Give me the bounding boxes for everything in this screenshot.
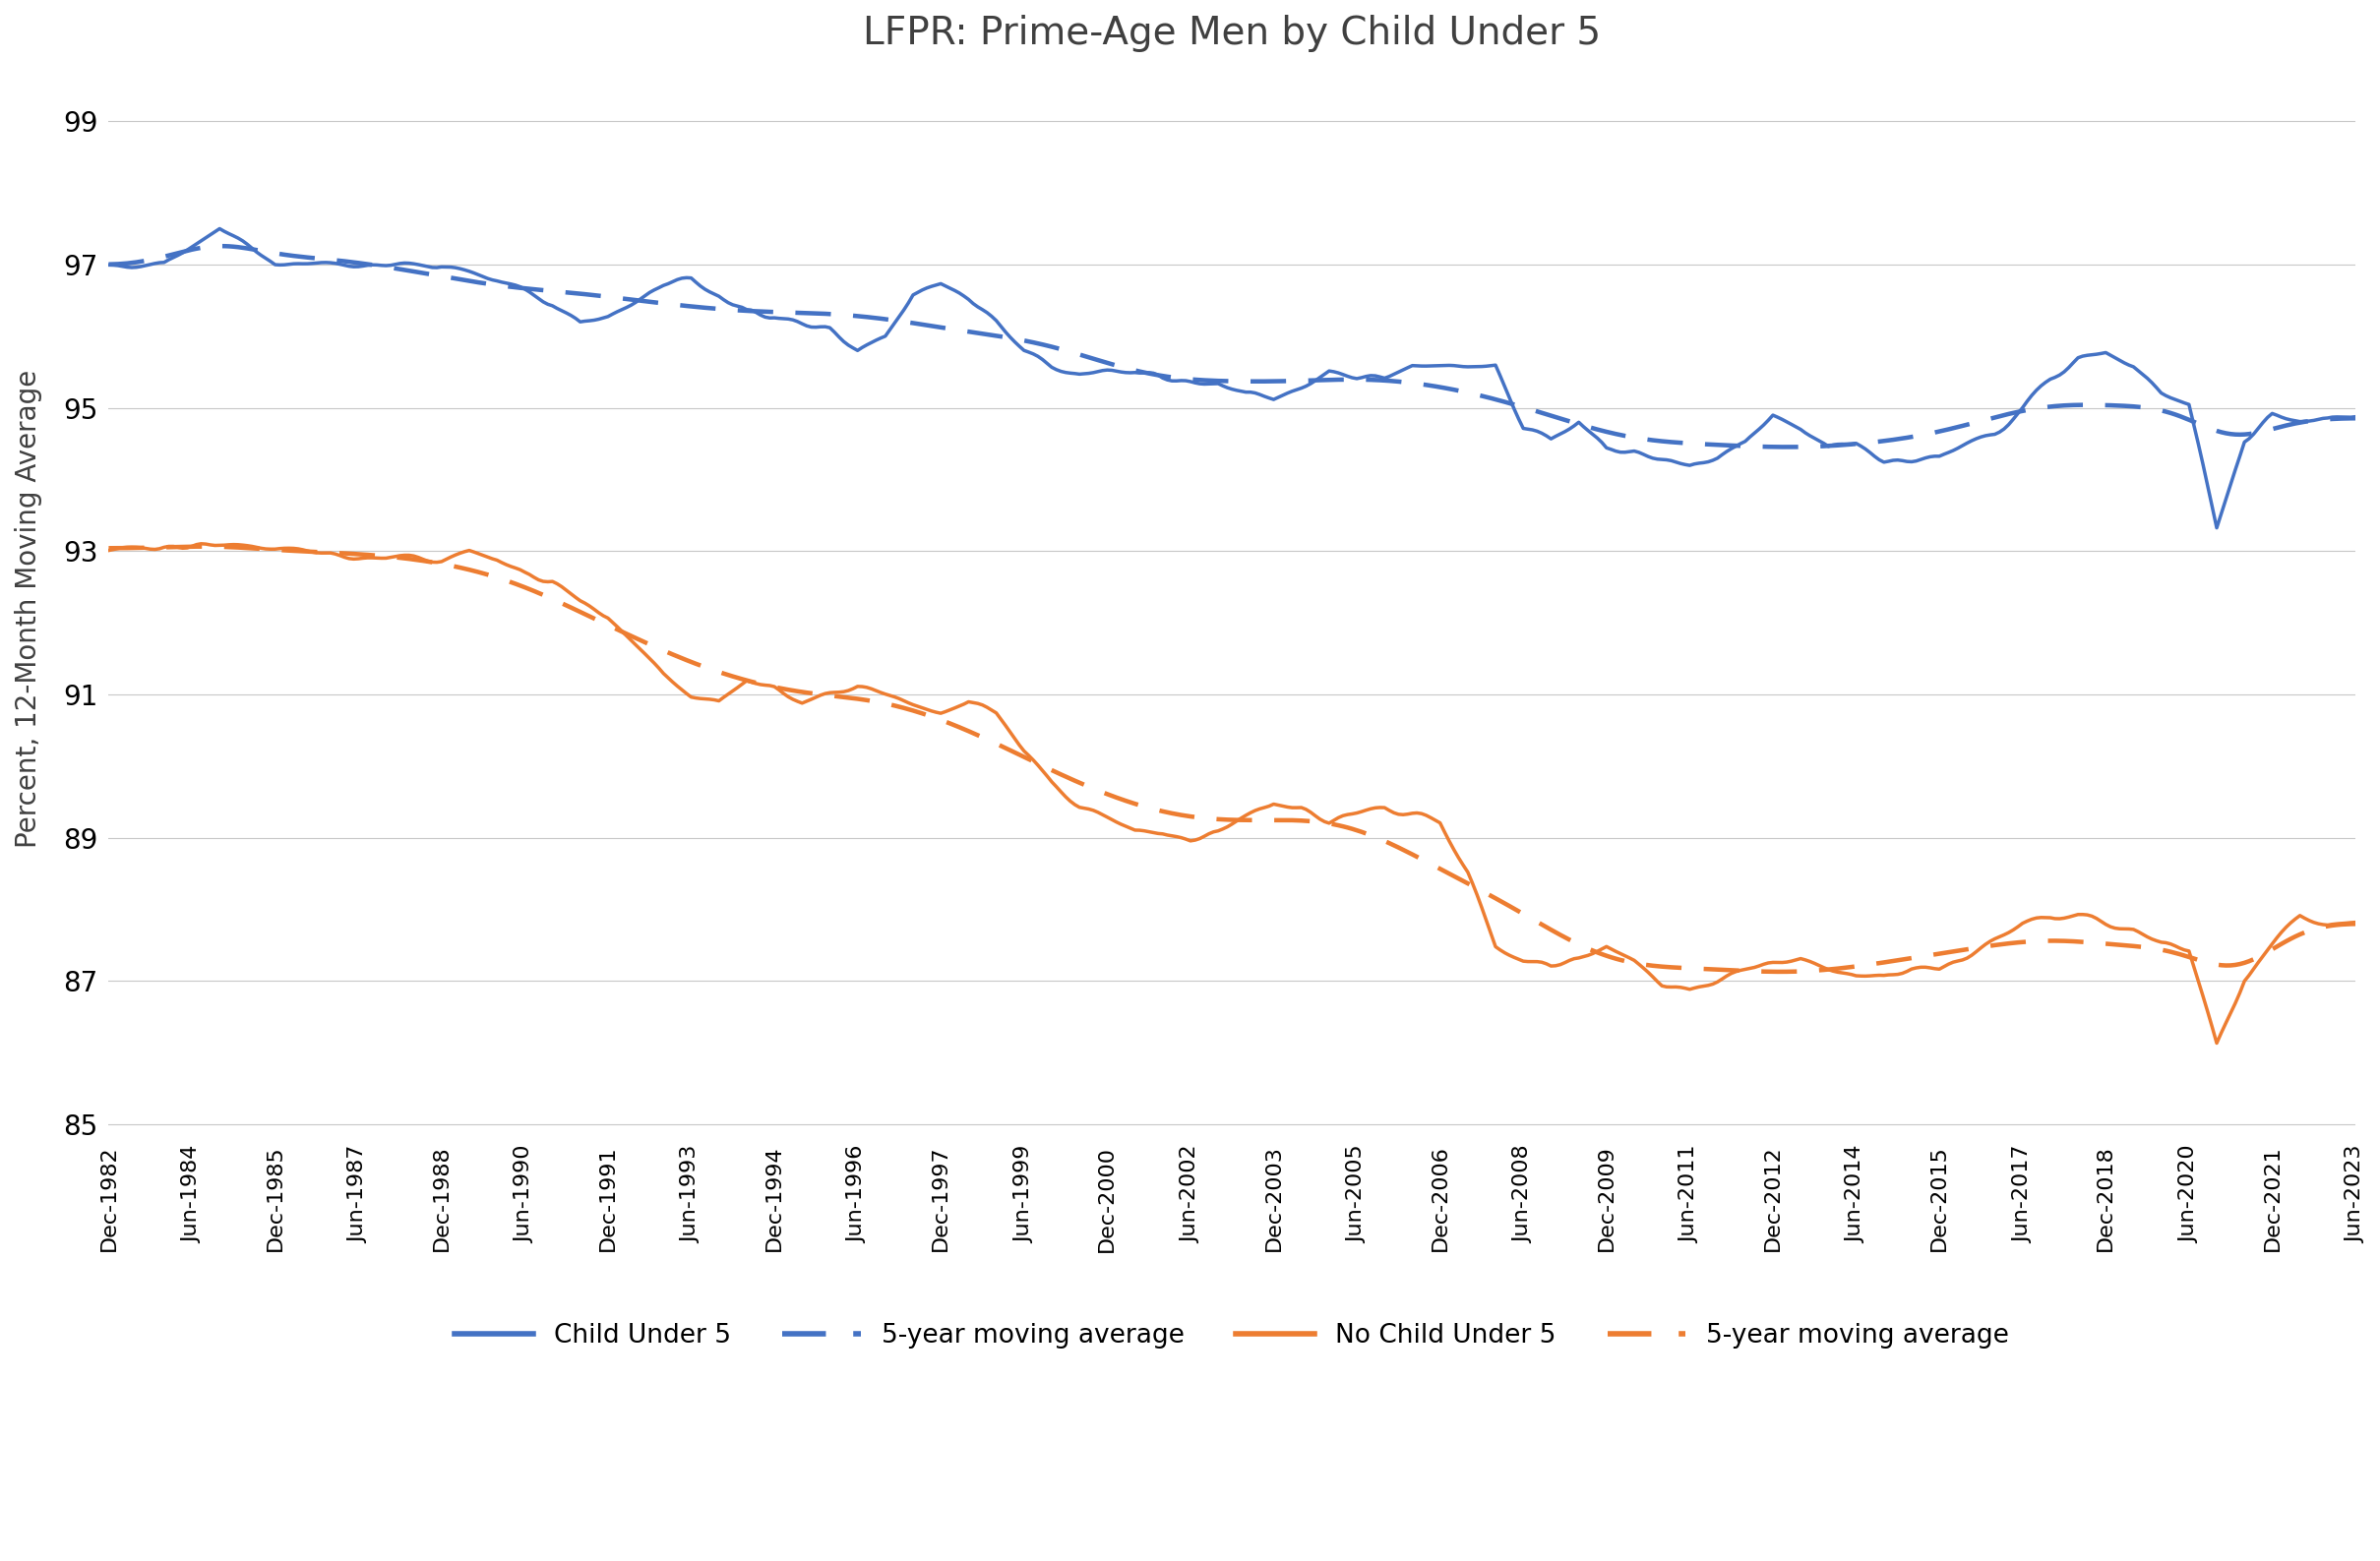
Legend: Child Under 5, 5-year moving average, No Child Under 5, 5-year moving average: Child Under 5, 5-year moving average, No… bbox=[445, 1313, 2021, 1360]
Title: LFPR: Prime-Age Men by Child Under 5: LFPR: Prime-Age Men by Child Under 5 bbox=[864, 14, 1602, 52]
Y-axis label: Percent, 12-Month Moving Average: Percent, 12-Month Moving Average bbox=[14, 370, 43, 848]
